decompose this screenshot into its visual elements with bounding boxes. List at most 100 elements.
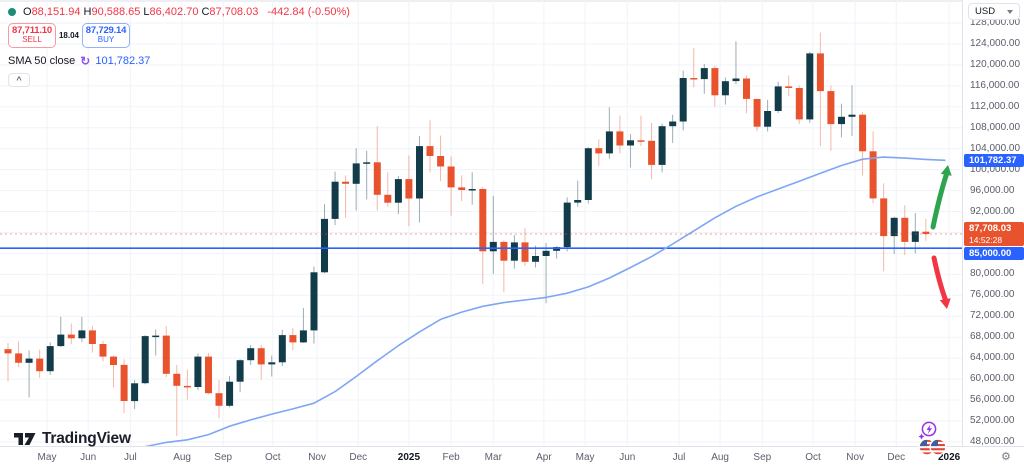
candle-body — [236, 360, 244, 382]
time-axis-label: Mar — [484, 452, 502, 463]
time-axis-label: Jun — [80, 452, 97, 463]
chevron-down-icon — [1007, 9, 1013, 14]
gear-icon[interactable]: ⚙ — [1001, 451, 1011, 463]
price-tick-label: 124,000.00 — [970, 38, 1021, 49]
candle-body — [25, 358, 33, 363]
tradingview-logo[interactable]: TradingView — [13, 430, 131, 448]
candles — [4, 32, 930, 437]
time-axis-label: 2025 — [397, 452, 421, 463]
candle-body — [911, 231, 919, 242]
tradingview-logo-text: TradingView — [42, 430, 131, 447]
time-axis[interactable]: May Jun Jul Aug Sep Oct Nov Dec 2025 Feb Mar Apr May… — [0, 446, 1024, 470]
candle-body — [183, 385, 191, 388]
candle-body — [194, 356, 202, 387]
time-axis-label: Aug — [711, 452, 729, 463]
candle-body — [890, 217, 898, 237]
ohlc-value: 87,708.03 — [209, 6, 259, 18]
candle-body — [500, 241, 508, 261]
price-tick-label: 116,000.00 — [970, 79, 1020, 91]
price-tick-label: 48,000.00 — [970, 435, 1015, 447]
time-axis-label: Apr — [536, 452, 552, 463]
price-tick-label: 108,000.00 — [970, 121, 1021, 133]
candle-body — [838, 116, 845, 125]
bolt-event-icon[interactable] — [918, 421, 937, 440]
candle-body — [806, 53, 814, 120]
candle-body — [869, 151, 877, 199]
candle-body — [342, 181, 350, 184]
price-tick-label: 52,000.00 — [970, 415, 1015, 426]
price-tick-label: 80,000.00 — [970, 268, 1015, 280]
candle-body — [764, 111, 772, 127]
price-tick-label: 128,000.00 — [970, 17, 1021, 28]
candlestick-chart[interactable] — [0, 0, 962, 446]
price-tick-label: 100,000.00 — [970, 163, 1021, 175]
price-tick-label: 72,000.00 — [970, 310, 1015, 322]
price-tick-label: 64,000.00 — [970, 352, 1015, 364]
indicator-row[interactable]: SMA 50 close ↻ 101,782.37 — [8, 55, 350, 67]
candle-body — [795, 88, 803, 120]
candle-body — [110, 356, 117, 365]
event-markers[interactable] — [905, 416, 955, 458]
candle-body — [352, 163, 360, 184]
time-axis-label: 2026 — [937, 452, 961, 463]
candle-body — [595, 148, 603, 154]
time-axis-label: Jun — [619, 452, 636, 463]
candle-body — [36, 358, 44, 372]
candle-body — [416, 146, 423, 199]
candle-body — [510, 242, 518, 261]
collapse-legend-button[interactable]: ^ — [8, 73, 30, 87]
currency-selector[interactable]: USD — [968, 3, 1020, 20]
bar-countdown: 14:52:28 — [969, 234, 1003, 245]
price-axis[interactable]: USD 128,000.00 124,000.00 120,000.00 116,00… — [962, 0, 1024, 447]
candle-body — [458, 187, 466, 190]
trade-panel: 87,711.10 SELL 18.04 87,729.14 BUY — [8, 23, 350, 48]
sma-line[interactable] — [124, 156, 946, 446]
candle-body — [648, 140, 656, 165]
candle-body — [131, 383, 139, 402]
candle-body — [669, 121, 677, 127]
time-axis-label: Oct — [805, 452, 821, 463]
candle-body — [363, 162, 371, 164]
candle-body — [468, 189, 476, 191]
candle-body — [700, 68, 708, 80]
time-axis-label: Sep — [214, 452, 233, 463]
price-change: -442.84 (-0.50%) — [267, 6, 350, 18]
candle-body — [489, 241, 497, 252]
time-axis-label: Sep — [753, 452, 772, 463]
grid — [0, 0, 962, 446]
ohlc-key: H — [83, 6, 92, 18]
candle-body — [226, 381, 234, 406]
currency-label: USD — [975, 6, 996, 17]
candle-body — [616, 131, 624, 146]
candle-body — [205, 356, 212, 394]
sma-price-label: 101,782.37 — [964, 153, 1024, 167]
candle-body — [827, 91, 835, 125]
candle-body — [331, 181, 339, 219]
buy-button[interactable]: 87,729.14 BUY — [82, 23, 130, 48]
candle-body — [88, 330, 96, 344]
time-axis-label: Oct — [265, 452, 281, 463]
candle-body — [394, 179, 402, 203]
candle-body — [268, 362, 276, 365]
candle-body — [690, 78, 698, 80]
candle-body — [574, 200, 582, 203]
window-top-edge — [0, 0, 1024, 2]
time-axis-label: Feb — [442, 452, 460, 463]
price-tick-label: 56,000.00 — [970, 394, 1015, 405]
buy-label: BUY — [97, 35, 115, 45]
price-tick-label: 96,000.00 — [970, 184, 1015, 196]
candle-body — [880, 198, 888, 237]
us-flag-event-icon[interactable] — [929, 438, 947, 456]
candle-body — [542, 250, 550, 256]
candle-body — [605, 131, 613, 154]
candle-body — [521, 242, 529, 262]
candle-body — [247, 348, 255, 361]
price-tick-label: 60,000.00 — [970, 373, 1015, 385]
sell-button[interactable]: 87,711.10 SELL — [8, 23, 56, 48]
candle-body — [479, 189, 487, 252]
candle-body — [405, 179, 413, 199]
candle-body — [78, 330, 86, 339]
candle-body — [257, 348, 265, 365]
ohlc-values: O88,151.94 H90,588.65 L86,402.70 C87,708.03 — [23, 6, 261, 18]
